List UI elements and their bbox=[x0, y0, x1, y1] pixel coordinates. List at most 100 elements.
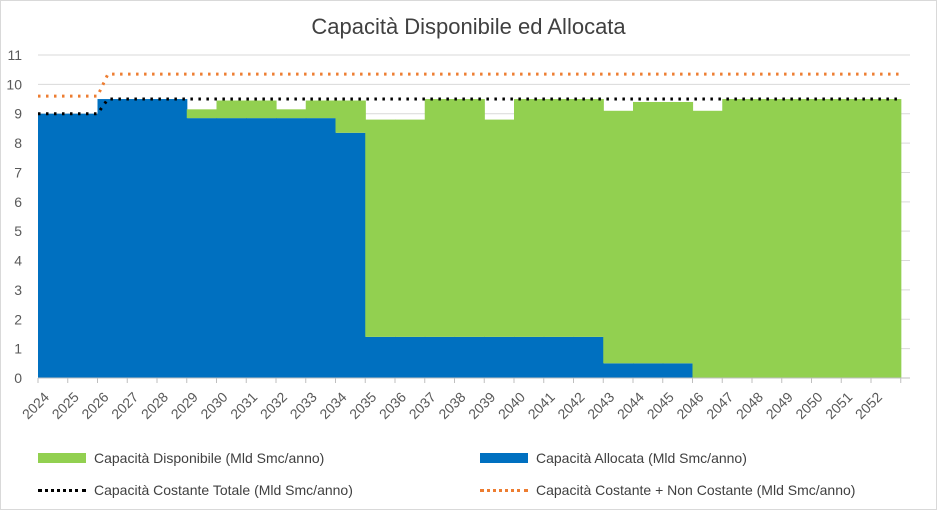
x-tick-label: 2047 bbox=[703, 389, 736, 422]
legend-swatch-costante-totale bbox=[38, 488, 86, 492]
legend-label-costante-totale: Capacità Costante Totale (Mld Smc/anno) bbox=[94, 482, 353, 498]
y-tick-label: 8 bbox=[14, 135, 22, 151]
bar-disponibile bbox=[633, 101, 664, 364]
x-tick-label: 2033 bbox=[287, 389, 320, 422]
x-tick-label: 2027 bbox=[108, 389, 141, 422]
bar-allocata bbox=[543, 336, 575, 378]
x-tick-label: 2051 bbox=[822, 389, 855, 422]
bar-disponibile bbox=[424, 99, 456, 337]
bar-disponibile bbox=[514, 99, 545, 337]
legend-item-costante-non-costante: Capacità Costante + Non Costante (Mld Sm… bbox=[480, 482, 855, 498]
bar-disponibile bbox=[246, 100, 277, 119]
x-tick-label: 2028 bbox=[138, 389, 171, 422]
bar-disponibile bbox=[573, 99, 604, 337]
legend-item-allocata: Capacità Allocata (Mld Smc/anno) bbox=[480, 450, 747, 466]
bar-disponibile bbox=[543, 99, 575, 337]
bar-allocata bbox=[424, 336, 456, 378]
x-tick-label: 2052 bbox=[852, 389, 885, 422]
chart-title: Capacità Disponibile ed Allocata bbox=[311, 14, 626, 39]
bar-disponibile bbox=[186, 109, 218, 119]
x-tick-label: 2029 bbox=[168, 389, 201, 422]
line-costante-totale bbox=[38, 97, 901, 116]
bar-disponibile bbox=[276, 109, 307, 119]
bar-disponibile bbox=[305, 100, 337, 119]
bar-allocata bbox=[573, 336, 604, 378]
y-tick-label: 3 bbox=[14, 282, 22, 298]
y-tick-label: 9 bbox=[14, 106, 22, 122]
legend-label-disponibile: Capacità Disponibile (Mld Smc/anno) bbox=[94, 450, 325, 466]
legend-item-disponibile: Capacità Disponibile (Mld Smc/anno) bbox=[38, 450, 324, 466]
x-tick-label: 2043 bbox=[584, 389, 617, 422]
y-tick-label: 7 bbox=[14, 164, 22, 180]
bar-allocata bbox=[514, 336, 545, 378]
y-tick-label: 0 bbox=[14, 370, 22, 386]
y-tick-label: 11 bbox=[7, 47, 22, 63]
bar-allocata bbox=[246, 118, 277, 378]
x-tick-label: 2042 bbox=[554, 389, 587, 422]
x-tick-label: 2031 bbox=[227, 389, 260, 422]
bar-disponibile bbox=[811, 99, 842, 378]
x-tick-label: 2049 bbox=[763, 389, 796, 422]
bar-disponibile bbox=[781, 99, 813, 378]
x-tick-label: 2032 bbox=[257, 389, 290, 422]
x-tick-label: 2050 bbox=[792, 389, 825, 422]
bar-disponibile bbox=[752, 99, 783, 378]
x-tick-label: 2034 bbox=[316, 389, 349, 422]
chart-plot: 0123456789101120242025202620272028202920… bbox=[6, 47, 910, 422]
x-tick-label: 2045 bbox=[644, 389, 677, 422]
bar-disponibile bbox=[662, 101, 694, 364]
x-tick-label: 2046 bbox=[673, 389, 706, 422]
bar-allocata bbox=[276, 118, 307, 378]
bar-allocata bbox=[38, 113, 69, 379]
legend-label-allocata: Capacità Allocata (Mld Smc/anno) bbox=[536, 450, 747, 466]
x-tick-label: 2035 bbox=[346, 389, 379, 422]
x-tick-label: 2026 bbox=[78, 389, 111, 422]
line-costante-non-costante bbox=[38, 72, 901, 98]
x-tick-label: 2024 bbox=[19, 389, 52, 422]
x-tick-label: 2025 bbox=[49, 389, 82, 422]
bar-disponibile bbox=[335, 100, 366, 133]
bar-allocata bbox=[127, 99, 158, 378]
bar-allocata bbox=[216, 118, 247, 378]
x-tick-label: 2038 bbox=[435, 389, 468, 422]
bar-allocata bbox=[365, 336, 396, 378]
bar-disponibile bbox=[692, 110, 723, 379]
x-tick-label: 2030 bbox=[197, 389, 230, 422]
x-tick-label: 2036 bbox=[376, 389, 409, 422]
x-tick-label: 2048 bbox=[733, 389, 766, 422]
x-tick-label: 2041 bbox=[525, 389, 558, 422]
chart-legend: Capacità Disponibile (Mld Smc/anno) Capa… bbox=[0, 440, 937, 510]
y-tick-label: 4 bbox=[14, 253, 22, 269]
bar-allocata bbox=[484, 336, 515, 378]
bar-allocata bbox=[305, 118, 337, 378]
y-tick-label: 1 bbox=[14, 341, 22, 357]
bar-allocata bbox=[454, 336, 485, 378]
y-tick-label: 10 bbox=[6, 76, 22, 92]
legend-swatch-disponibile bbox=[38, 453, 86, 463]
bar-allocata bbox=[67, 113, 99, 379]
legend-swatch-allocata bbox=[480, 453, 528, 463]
bar-allocata bbox=[186, 118, 218, 378]
y-tick-label: 6 bbox=[14, 194, 22, 210]
bar-disponibile bbox=[603, 110, 634, 364]
bar-disponibile bbox=[365, 119, 396, 337]
y-tick-label: 5 bbox=[14, 223, 22, 239]
bar-disponibile bbox=[871, 99, 902, 378]
legend-swatch-costante-non-costante bbox=[480, 488, 528, 492]
bar-allocata bbox=[603, 363, 634, 378]
x-tick-label: 2044 bbox=[614, 389, 647, 422]
bar-allocata bbox=[335, 132, 366, 378]
bar-allocata bbox=[395, 336, 426, 378]
bar-allocata bbox=[97, 99, 128, 378]
bar-allocata bbox=[157, 99, 188, 378]
bar-allocata bbox=[662, 363, 694, 378]
bar-disponibile bbox=[841, 99, 872, 378]
bar-disponibile bbox=[216, 100, 247, 119]
bar-allocata bbox=[633, 363, 664, 378]
legend-label-costante-non-costante: Capacità Costante + Non Costante (Mld Sm… bbox=[536, 482, 856, 498]
bar-disponibile bbox=[484, 119, 515, 337]
bar-disponibile bbox=[454, 99, 485, 337]
bar-disponibile bbox=[722, 99, 753, 378]
x-tick-label: 2037 bbox=[406, 389, 439, 422]
legend-item-costante-totale: Capacità Costante Totale (Mld Smc/anno) bbox=[38, 482, 353, 498]
